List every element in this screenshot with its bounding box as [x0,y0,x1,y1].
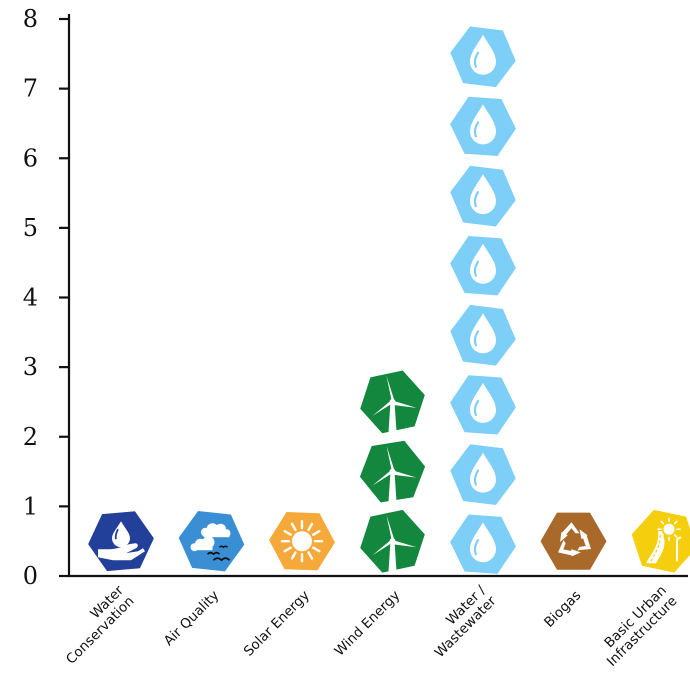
bar-icon-unit [631,509,690,573]
x-tick-label: Basic UrbanInfrastructure [593,583,680,670]
x-tick-label: Air Quality [161,588,223,650]
bar-icon-unit [450,375,516,435]
x-tick-label: Solar Energy [241,588,313,660]
bar-icon-unit [540,512,607,570]
bar-icon-unit [450,444,516,505]
water-drop-icon [470,104,496,145]
air-quality-icon [190,523,231,562]
y-tick-label: 0 [23,562,38,590]
y-tick-label: 8 [23,5,38,33]
wind-energy-icon [372,445,417,502]
bar-icon-unit [178,511,245,572]
water-drop-icon [470,34,496,75]
bar-icon-unit [88,511,154,572]
x-tick-label: WaterConservation [52,582,137,667]
water-drop-icon [470,452,496,493]
bar-icon-unit [450,236,516,296]
basic-urban-infrastructure-icon [646,517,682,564]
y-tick-label: 5 [23,214,38,242]
bar-icon-unit [269,512,335,571]
bar-icon-unit [450,96,516,157]
y-tick-label: 4 [23,284,38,312]
y-axis-ticks: 0 1 2 3 4 5 6 7 8 [23,5,69,590]
bar-icon-unit [450,514,516,574]
water-conservation-icon [98,521,145,561]
chart-marks [88,26,690,574]
water-drop-icon [470,522,496,563]
bar-icon-unit [450,304,516,366]
wind-energy-icon [372,515,417,572]
bar-icon-unit [360,370,425,434]
y-tick-label: 3 [23,353,38,381]
wind-energy-icon [372,375,417,432]
bar-icon-unit [359,440,426,503]
x-tick-label: Wind Energy [332,588,404,660]
x-axis-labels: WaterConservation Air Quality Solar Energy… [52,582,680,670]
x-tick-label: Water /Wastewater [421,582,500,661]
biogas-recycle-icon [558,522,591,557]
x-tick-label: Biogas [541,588,584,631]
bar-icon-unit [360,509,425,573]
y-tick-label: 1 [23,492,38,520]
y-tick-label: 6 [23,144,38,172]
water-drop-icon [470,243,496,284]
solar-energy-icon [280,520,324,563]
water-drop-icon [470,313,496,354]
water-drop-icon [470,174,496,215]
bar-icon-unit [450,165,516,227]
y-tick-label: 2 [23,423,38,451]
y-tick-label: 7 [23,75,38,103]
water-drop-icon [470,382,496,423]
bar-icon-unit [450,26,516,88]
